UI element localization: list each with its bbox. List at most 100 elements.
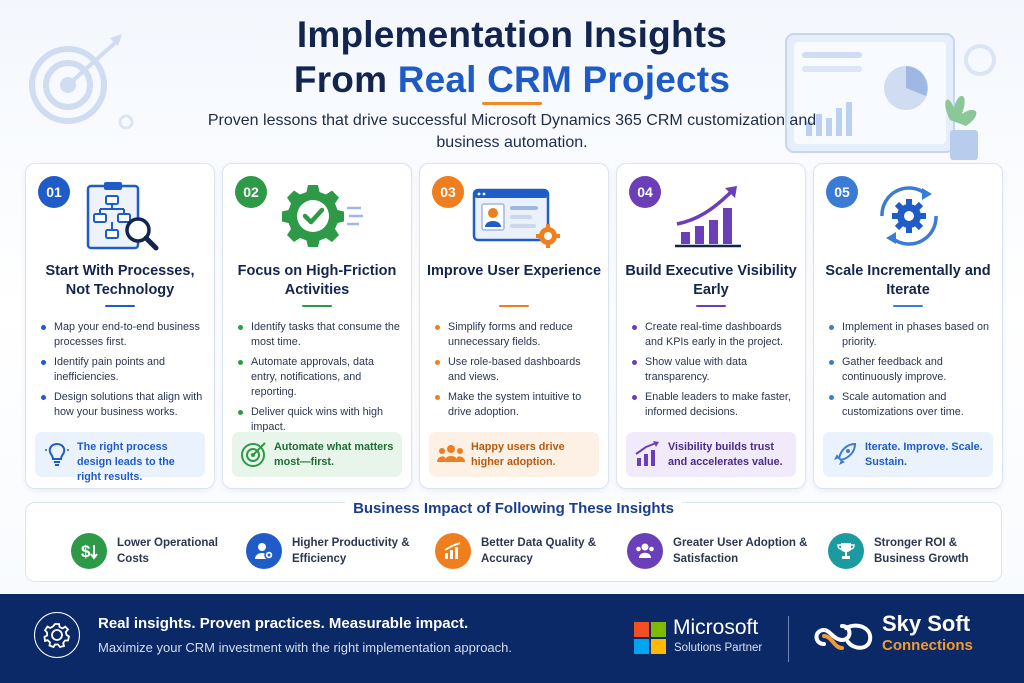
user-screen-icon [470, 180, 560, 252]
bullet-list: Create real-time dashboards and KPIs ear… [631, 320, 797, 425]
card-tip-box: Iterate. Improve. Scale. Sustain. [823, 432, 993, 477]
impact-label: Stronger ROI & Business Growth [874, 537, 969, 565]
target-arrow-decoration [29, 34, 134, 130]
cycle-gear-icon [864, 180, 954, 252]
step-number-badge: 01 [38, 176, 70, 208]
impact-item: $ Lower Operational Costs [71, 533, 256, 573]
card-tip-text: The right process design leads to the ri… [77, 441, 175, 483]
bullet-dot [435, 395, 440, 400]
insight-card-05: 05 Scale Incrementally and Iterate Imple… [813, 163, 1003, 489]
card-title: Scale Incrementally and Iterate [825, 263, 991, 298]
bullet-dot [238, 360, 243, 365]
bullet-text: Map your end-to-end business processes f… [54, 321, 200, 348]
impact-item: Stronger ROI & Business Growth [828, 533, 1013, 573]
bullet-item: Implement in phases based on priority. [828, 320, 994, 350]
bullet-text: Enable leaders to make faster, informed … [645, 391, 791, 418]
bullet-list: Map your end-to-end business processes f… [40, 320, 206, 425]
bullet-item: Show value with data transparency. [631, 355, 797, 385]
bullet-item: Identify pain points and inefficiencies. [40, 355, 206, 385]
bullet-text: Automate approvals, data entry, notifica… [251, 356, 375, 398]
bullet-dot [435, 360, 440, 365]
bullet-text: Simplify forms and reduce unnecessary fi… [448, 321, 573, 348]
title-line-1: Implementation Insights [296, 14, 728, 55]
bullet-dot [41, 395, 46, 400]
dollar-down-icon: $ [71, 533, 107, 569]
brand-name: Sky Soft [882, 611, 971, 636]
bullet-item: Deliver quick wins with high impact. [237, 405, 403, 435]
svg-text:$: $ [81, 542, 91, 561]
title-underline [482, 102, 542, 105]
bullet-dot [41, 360, 46, 365]
bullet-text: Gather feedback and continuously improve… [842, 356, 947, 383]
card-tip-box: Automate what matters most—first. [232, 432, 402, 477]
bullet-text: Use role-based dashboards and views. [448, 356, 581, 383]
step-number-badge: 03 [432, 176, 464, 208]
impact-item: Higher Productivity & Efficiency [246, 533, 431, 573]
bullet-list: Simplify forms and reduce unnecessary fi… [434, 320, 600, 425]
card-tip-text: Happy users drive higher adoption. [471, 441, 565, 468]
growth-chart-icon [667, 180, 757, 252]
insight-card-04: 04 Build Executive Visibility Early Crea… [616, 163, 806, 489]
title-prefix: From [293, 59, 388, 100]
business-impact-panel: Business Impact of Following These Insig… [25, 500, 1002, 582]
card-tip-text: Visibility builds trust and accelerates … [668, 441, 783, 468]
card-tip-text: Automate what matters most—first. [274, 441, 394, 468]
lightbulb-icon [43, 440, 71, 468]
card-tip-box: Visibility builds trust and accelerates … [626, 432, 796, 477]
bullet-dot [829, 360, 834, 365]
insight-cards: 01 Start With Processes, Not Technology … [25, 163, 1003, 489]
bullet-text: Identify tasks that consume the most tim… [251, 321, 400, 348]
bullet-list: Identify tasks that consume the most tim… [237, 320, 403, 440]
users-group-icon [437, 440, 465, 468]
card-tip-box: The right process design leads to the ri… [35, 432, 205, 483]
bullet-dot [632, 360, 637, 365]
bullet-dot [238, 325, 243, 330]
impact-item: Better Data Quality & Accuracy [435, 533, 620, 573]
insight-card-03: 03 Improve User Experience Simplify form… [419, 163, 609, 489]
bullet-item: Create real-time dashboards and KPIs ear… [631, 320, 797, 350]
page-title: Implementation Insights From Real CRM Pr… [0, 12, 1024, 102]
rocket-icon [831, 440, 859, 468]
bullet-dot [632, 395, 637, 400]
card-title: Focus on High-Friction Activities [237, 263, 397, 298]
bullet-text: Show value with data transparency. [645, 356, 748, 383]
bullet-text: Create real-time dashboards and KPIs ear… [645, 321, 784, 348]
bullet-text: Design solutions that align with how you… [54, 391, 203, 418]
bullet-text: Make the system intuitive to drive adopt… [448, 391, 582, 418]
gear-check-icon [273, 180, 363, 252]
microsoft-logo-icon [634, 622, 666, 654]
card-title-underline [302, 305, 332, 307]
bullet-item: Use role-based dashboards and views. [434, 355, 600, 385]
dashboard-monitor-decoration [785, 33, 996, 160]
user-gear-icon [246, 533, 282, 569]
bullet-dot [41, 325, 46, 330]
title-highlight: Real CRM Projects [397, 59, 731, 100]
bullet-text: Identify pain points and inefficiencies. [54, 356, 166, 383]
step-number-badge: 05 [826, 176, 858, 208]
trophy-icon [828, 533, 864, 569]
bullet-list: Implement in phases based on priority. Ga… [828, 320, 994, 425]
bullet-text: Deliver quick wins with high impact. [251, 406, 384, 433]
partner-name: Microsoft [673, 616, 759, 639]
team-icon [627, 533, 663, 569]
card-title: Improve User Experience [426, 263, 602, 279]
bullet-item: Identify tasks that consume the most tim… [237, 320, 403, 350]
impact-label: Greater User Adoption & Satisfaction [673, 537, 808, 565]
card-title: Build Executive Visibility Early [625, 263, 797, 298]
gear-icon [34, 612, 80, 658]
bullet-text: Implement in phases based on priority. [842, 321, 990, 348]
card-tip-text: Iterate. Improve. Scale. Sustain. [865, 441, 983, 468]
bullet-dot [829, 395, 834, 400]
bullet-dot [435, 325, 440, 330]
step-number-badge: 04 [629, 176, 661, 208]
target-icon [240, 440, 268, 468]
bullet-dot [238, 410, 243, 415]
impact-item: Greater User Adoption & Satisfaction [627, 533, 812, 573]
footer-divider [788, 616, 789, 662]
impact-title: Business Impact of Following These Insig… [26, 500, 1001, 517]
insight-card-02: 02 Focus on High-Friction Activities Ide… [222, 163, 412, 489]
bullet-item: Gather feedback and continuously improve… [828, 355, 994, 385]
bullet-item: Make the system intuitive to drive adopt… [434, 390, 600, 420]
bullet-item: Enable leaders to make faster, informed … [631, 390, 797, 420]
card-title: Start With Processes, Not Technology [45, 263, 195, 298]
